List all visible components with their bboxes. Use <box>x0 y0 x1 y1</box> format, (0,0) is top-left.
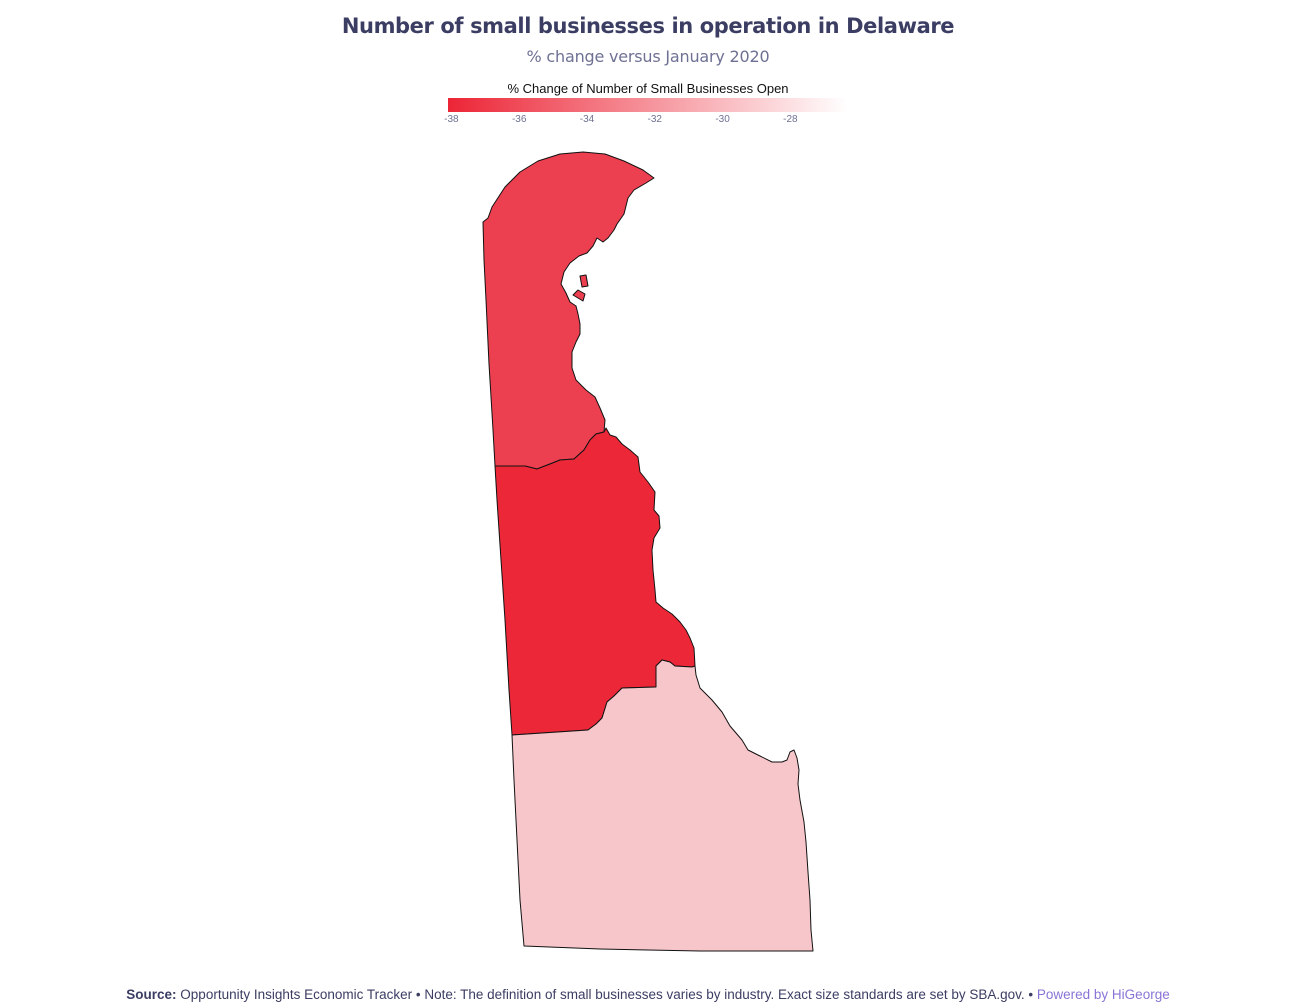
source-text: Opportunity Insights Economic Tracker • … <box>176 987 1037 1002</box>
page-title: Number of small businesses in operation … <box>341 14 955 38</box>
footer: Source: Opportunity Insights Economic Tr… <box>0 987 1296 1002</box>
legend-gradient <box>448 98 848 112</box>
source-label: Source: <box>126 987 177 1002</box>
page-subtitle: % change versus January 2020 <box>526 47 770 66</box>
legend-color-bar <box>448 98 848 112</box>
county-new-castle[interactable] <box>482 151 655 470</box>
legend-title: % Change of Number of Small Businesses O… <box>507 81 789 96</box>
county-sussex[interactable] <box>511 659 814 952</box>
powered-by-link[interactable]: Powered by HiGeorge <box>1036 987 1170 1002</box>
